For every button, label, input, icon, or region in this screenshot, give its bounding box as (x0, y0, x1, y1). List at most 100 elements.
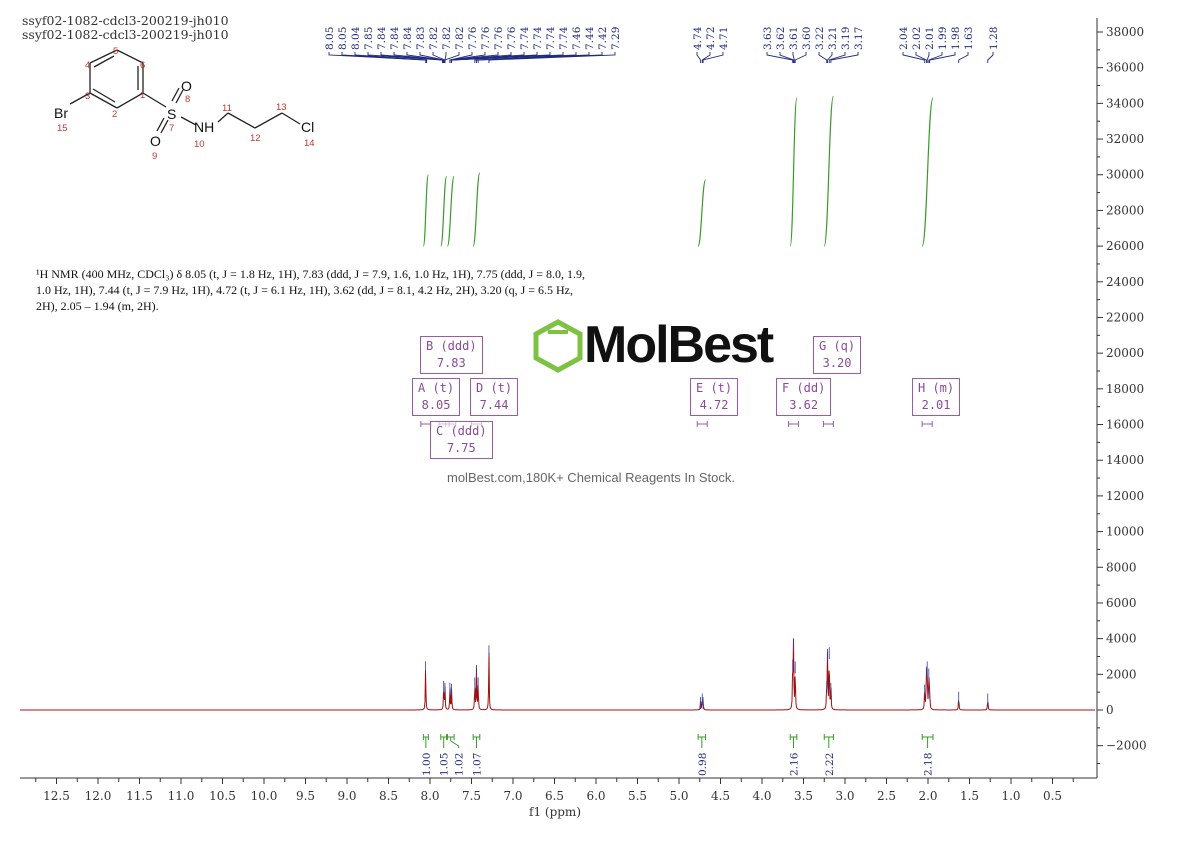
title-line-1: ssyf02-1082-cdcl3-200219-jh010 (22, 13, 229, 28)
spectrum-line (20, 638, 1095, 711)
peak-label: 2.01 (924, 27, 936, 50)
integral-value: 1.05 (439, 753, 451, 776)
peak-label: 7.82 (428, 27, 440, 50)
multiplet-shift: 3.62 (789, 398, 819, 412)
peak-label: 7.84 (389, 26, 401, 50)
integral-curve (446, 175, 455, 247)
peak-label-leader (419, 52, 445, 63)
atom-cl: Cl (301, 119, 314, 135)
peak-label: 7.42 (597, 27, 609, 50)
y-tick-label: 12000 (1106, 489, 1144, 503)
multiplet-box: F (dd) 3.62 (776, 378, 832, 416)
atom-number: 7 (169, 123, 174, 134)
atom-number: 8 (185, 94, 190, 105)
atom-number: 6 (140, 60, 145, 71)
peak-label: 7.74 (545, 26, 557, 50)
x-tick-label: 8.0 (420, 789, 439, 803)
multiplet-shift: 3.20 (822, 356, 852, 370)
x-tick-label: 7.0 (503, 789, 522, 803)
peak-label: 3.63 (762, 27, 774, 50)
multiplet-label: C (ddd) (436, 424, 487, 438)
molecule-structure: Br S O O NH Cl 1 2 3 4 5 6 7 8 9 10 11 1… (54, 46, 315, 162)
y-tick-label: 0 (1106, 703, 1114, 717)
peak-label-leader (928, 52, 943, 63)
integral-value: 1.07 (471, 753, 483, 776)
x-tick-label: 8.5 (379, 789, 398, 803)
y-tick-label: 18000 (1106, 382, 1144, 396)
peak-label-leader (828, 52, 846, 63)
multiplet-shift: 7.83 (436, 356, 466, 370)
peak-label-leader (449, 52, 512, 63)
integral-curve (789, 97, 798, 247)
x-axis-label: f1 (ppm) (529, 805, 581, 819)
y-tick-label: 16000 (1106, 418, 1144, 432)
peak-label: 1.98 (950, 27, 962, 50)
multiplet-box: C (ddd) 7.75 (430, 421, 493, 459)
peak-label-leader (818, 52, 828, 63)
multiplet-shift: 4.72 (699, 398, 729, 412)
atom-number: 4 (85, 60, 90, 71)
x-tick-label: 4.5 (711, 789, 730, 803)
peak-label: 7.76 (493, 26, 505, 50)
multiplet-shift: 2.01 (921, 398, 951, 412)
x-tick-label: 5.5 (628, 789, 647, 803)
peak-label: 8.05 (337, 27, 349, 50)
atom-number: 5 (113, 46, 118, 57)
integral-curve (921, 97, 934, 247)
atom-number: 12 (250, 133, 261, 144)
x-tick-label: 5.0 (669, 789, 688, 803)
peak-label-leader (766, 52, 794, 63)
integral-value: 2.18 (923, 753, 935, 776)
y-tick-label: 38000 (1106, 25, 1144, 39)
peak-label: 3.21 (827, 27, 839, 50)
integral-curve (472, 172, 481, 247)
peak-label: 3.19 (840, 27, 852, 50)
integral-value: 2.16 (789, 752, 801, 776)
peak-label: 7.76 (506, 26, 518, 50)
multiplet-label: G (q) (819, 339, 856, 353)
peak-label-leader (915, 52, 927, 63)
multiplet-box: E (t) 4.72 (690, 378, 739, 416)
atom-number: 11 (222, 103, 232, 114)
peak-label-leader (987, 52, 994, 63)
peak-label: 1.99 (937, 27, 949, 50)
multiplet-range-marker (822, 421, 834, 427)
peak-label: 3.22 (814, 27, 826, 50)
peak-label: 7.82 (454, 27, 466, 50)
peak-label: 7.83 (415, 27, 427, 50)
integral-curve (440, 175, 448, 247)
peak-label-leader (354, 52, 428, 63)
atom-number: 2 (112, 109, 117, 120)
peak-label: 7.74 (558, 26, 570, 50)
molbest-logo: MolBest (530, 316, 780, 376)
peak-label: 8.04 (350, 26, 362, 50)
watermark-tagline: molBest.com,180K+ Chemical Reagents In S… (447, 470, 735, 485)
multiplet-box: B (ddd) 7.83 (420, 336, 483, 374)
multiplet-range-marker (696, 421, 708, 427)
atom-number: 15 (57, 123, 68, 134)
peak-label: 2.04 (898, 26, 910, 50)
x-tick-label: 6.0 (586, 789, 605, 803)
peak-label: 7.84 (402, 26, 414, 50)
hexagon-logo-icon (533, 319, 583, 373)
x-tick-label: 0.5 (1043, 789, 1062, 803)
peak-label: 7.46 (571, 26, 583, 50)
multiplet-box: H (m) 2.01 (912, 378, 961, 416)
x-tick-label: 4.0 (752, 789, 771, 803)
integral-value: 0.98 (697, 753, 709, 776)
multiplet-shift: 7.75 (446, 441, 476, 455)
peak-label: 3.61 (788, 27, 800, 50)
peak-label-leader (792, 52, 795, 63)
y-tick-label: 32000 (1106, 132, 1144, 146)
atom-number: 10 (194, 139, 205, 150)
logo-text: MolBest (584, 316, 774, 374)
y-tick-label: 34000 (1106, 96, 1144, 110)
integral-value: 1.00 (421, 753, 433, 776)
peak-label-leader (444, 52, 460, 63)
multiplet-label: B (ddd) (426, 339, 477, 353)
atom-br: Br (54, 105, 68, 121)
peak-label-leader (341, 52, 427, 63)
peak-label: 7.76 (467, 26, 479, 50)
atom-number: 14 (304, 138, 315, 149)
